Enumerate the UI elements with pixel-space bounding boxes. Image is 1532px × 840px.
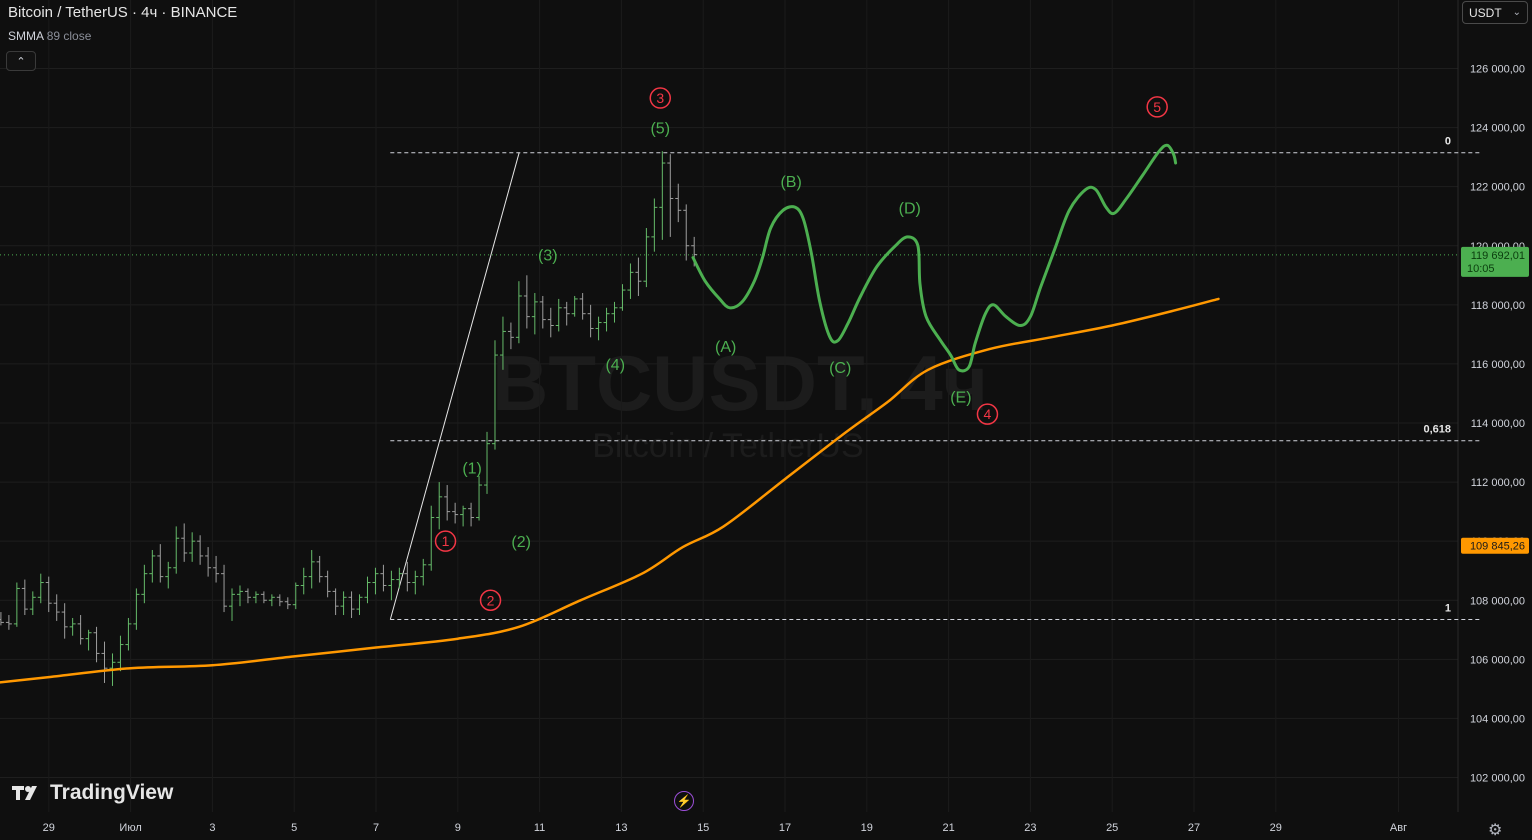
indicator-legend[interactable]: SMMA 89 close (8, 29, 91, 43)
smma-89-line (0, 297, 1220, 684)
wave-projection-path (691, 143, 1178, 373)
time-axis-label: 9 (455, 822, 461, 834)
time-axis-label: 19 (861, 822, 873, 834)
wave-label: 1 (442, 533, 450, 549)
wave-label: (D) (899, 200, 921, 217)
wave-label-circle (976, 403, 999, 425)
price-axis-label: 102 000,00 (1470, 773, 1525, 785)
wave-label-circle (1146, 96, 1168, 118)
price-badge-label: 109 845,26 (1470, 541, 1525, 553)
price-axis-label: 106 000,00 (1470, 654, 1525, 666)
time-axis-label: 27 (1188, 822, 1200, 834)
time-axis-label: 3 (209, 822, 215, 834)
fib-level-label: 1 (1445, 602, 1451, 614)
time-axis-label: 29 (1270, 822, 1282, 834)
price-badge (1461, 537, 1529, 554)
collapse-legend-button[interactable]: ⌃ (6, 51, 36, 71)
chevron-up-icon: ⌃ (16, 55, 26, 68)
wave-label-circle (434, 530, 457, 552)
price-axis-label: 126 000,00 (1470, 64, 1525, 76)
tradingview-name: TradingView (50, 781, 174, 804)
wave-label: (E) (950, 389, 971, 406)
price-axis-label: 114 000,00 (1471, 418, 1525, 430)
gear-icon[interactable]: ⚙ (1488, 822, 1503, 839)
time-axis-label: 29 (43, 822, 55, 834)
wave-label: (C) (829, 360, 851, 377)
chevron-down-icon: ⌄ (1512, 7, 1521, 18)
wave-label: (4) (605, 357, 625, 374)
tradingview-logo-icon (12, 786, 37, 800)
time-axis-label: 15 (697, 822, 709, 834)
watermark-description: Bitcoin / TetherUS (592, 427, 864, 465)
currency-value: USDT (1469, 5, 1502, 20)
time-axis-label: 7 (373, 822, 379, 834)
wave-label-circle (479, 589, 502, 611)
wave-label: (5) (650, 121, 670, 138)
lightning-icon[interactable]: ⚡ (674, 791, 694, 811)
price-axis-label: 124 000,00 (1470, 123, 1525, 135)
time-axis-label: 11 (534, 822, 545, 834)
time-axis-label: Июл (119, 822, 141, 834)
wave-label: (1) (462, 460, 482, 477)
price-badge-countdown: 10:05 (1467, 263, 1495, 275)
fib-trend-line (389, 152, 520, 620)
fib-level-label: 0,618 (1423, 424, 1451, 436)
wave-label: (B) (780, 174, 801, 191)
wave-label: 5 (1153, 99, 1161, 115)
chart-title[interactable]: Bitcoin / TetherUS · 4ч · BINANCE (8, 4, 238, 21)
wave-label: (3) (538, 248, 558, 265)
indicator-name: SMMA (8, 29, 44, 43)
time-axis-label: 13 (615, 822, 627, 834)
price-badge-label: 119 692,01 (1471, 250, 1525, 262)
time-axis-label: 23 (1024, 822, 1036, 834)
time-axis-label: 25 (1106, 822, 1118, 834)
currency-selector[interactable]: USDT ⌄ (1462, 1, 1528, 24)
price-axis-label: 116 000,00 (1471, 359, 1525, 371)
price-badge (1461, 246, 1529, 277)
price-axis-label: 108 000,00 (1470, 595, 1525, 607)
price-axis-label: 112 000,00 (1471, 477, 1525, 489)
wave-label: 4 (984, 406, 992, 422)
time-axis-label: 17 (779, 822, 791, 834)
indicator-params: 89 close (46, 29, 92, 43)
price-axis-label: 104 000,00 (1470, 713, 1525, 725)
time-axis-label: 21 (942, 822, 954, 834)
wave-label-circle (649, 87, 672, 109)
fib-level-label: 0 (1445, 136, 1451, 148)
tradingview-logo[interactable]: TradingView (12, 781, 173, 805)
wave-label: (2) (511, 534, 531, 551)
watermark-symbol: BTCUSDT, 4ч (492, 339, 988, 427)
time-axis-label: 5 (291, 822, 297, 834)
wave-label: (A) (715, 339, 736, 356)
wave-label: 2 (487, 592, 495, 608)
price-axis-label: 118 000,00 (1471, 300, 1525, 312)
time-axis-label: Авг (1390, 822, 1407, 834)
price-axis-label: 122 000,00 (1470, 182, 1525, 194)
wave-label: 3 (656, 90, 664, 106)
